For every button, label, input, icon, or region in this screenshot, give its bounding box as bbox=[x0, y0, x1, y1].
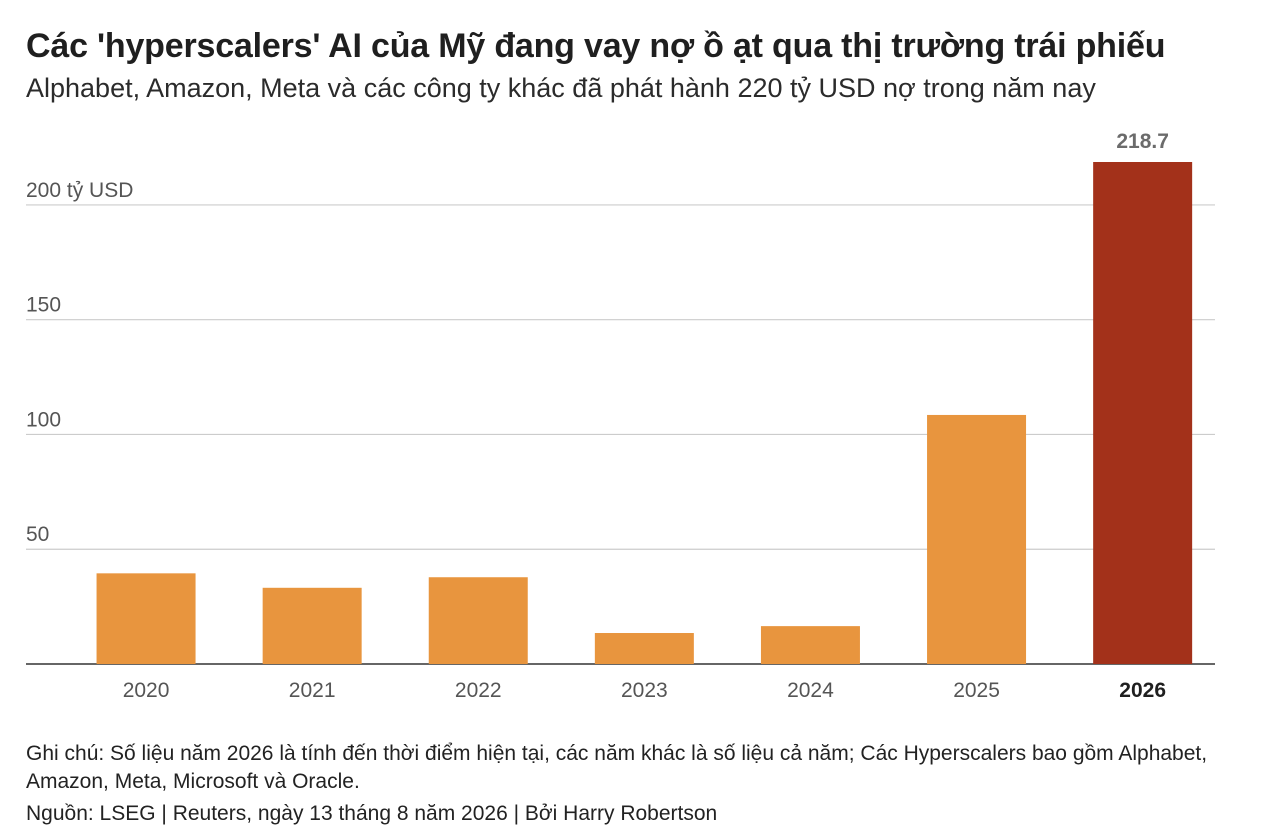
bar-2024 bbox=[760, 626, 860, 664]
value-label: 218.7 bbox=[1116, 130, 1169, 153]
bar-2021 bbox=[262, 587, 362, 664]
chart-note: Ghi chú: Số liệu năm 2026 là tính đến th… bbox=[26, 742, 1208, 793]
y-tick-label: 50 bbox=[26, 523, 49, 546]
bar-chart: 50 100 150 200 tỷ USD 2020 2021 2022 2023 2024 20… bbox=[26, 130, 1215, 702]
bar-2022 bbox=[428, 577, 528, 664]
chart-title: Các 'hyperscalers' AI của Mỹ đang vay nợ… bbox=[26, 27, 1166, 65]
y-tick-label: 100 bbox=[26, 408, 61, 431]
bar-2026 bbox=[1093, 162, 1193, 664]
gridlines bbox=[26, 204, 1215, 665]
x-tick-label: 2023 bbox=[621, 679, 668, 702]
bar-2023 bbox=[594, 633, 694, 664]
chart-source: Nguồn: LSEG | Reuters, ngày 13 tháng 8 n… bbox=[26, 802, 718, 825]
x-tick-label: 2024 bbox=[787, 679, 834, 702]
labels: 50 100 150 200 tỷ USD 2020 2021 2022 2023 2024 20… bbox=[26, 130, 1169, 702]
y-tick-label: 200 tỷ USD bbox=[26, 179, 133, 202]
x-tick-label: 2025 bbox=[953, 679, 1000, 702]
y-tick-label: 150 bbox=[26, 294, 61, 317]
x-tick-label: 2021 bbox=[289, 679, 336, 702]
x-tick-label: 2020 bbox=[123, 679, 170, 702]
x-tick-label: 2022 bbox=[455, 679, 502, 702]
bar-2025 bbox=[927, 414, 1027, 664]
bars bbox=[96, 162, 1193, 664]
chart-subtitle: Alphabet, Amazon, Meta và các công ty kh… bbox=[26, 73, 1096, 103]
x-tick-label: 2026 bbox=[1119, 679, 1166, 702]
bar-2020 bbox=[96, 573, 196, 664]
